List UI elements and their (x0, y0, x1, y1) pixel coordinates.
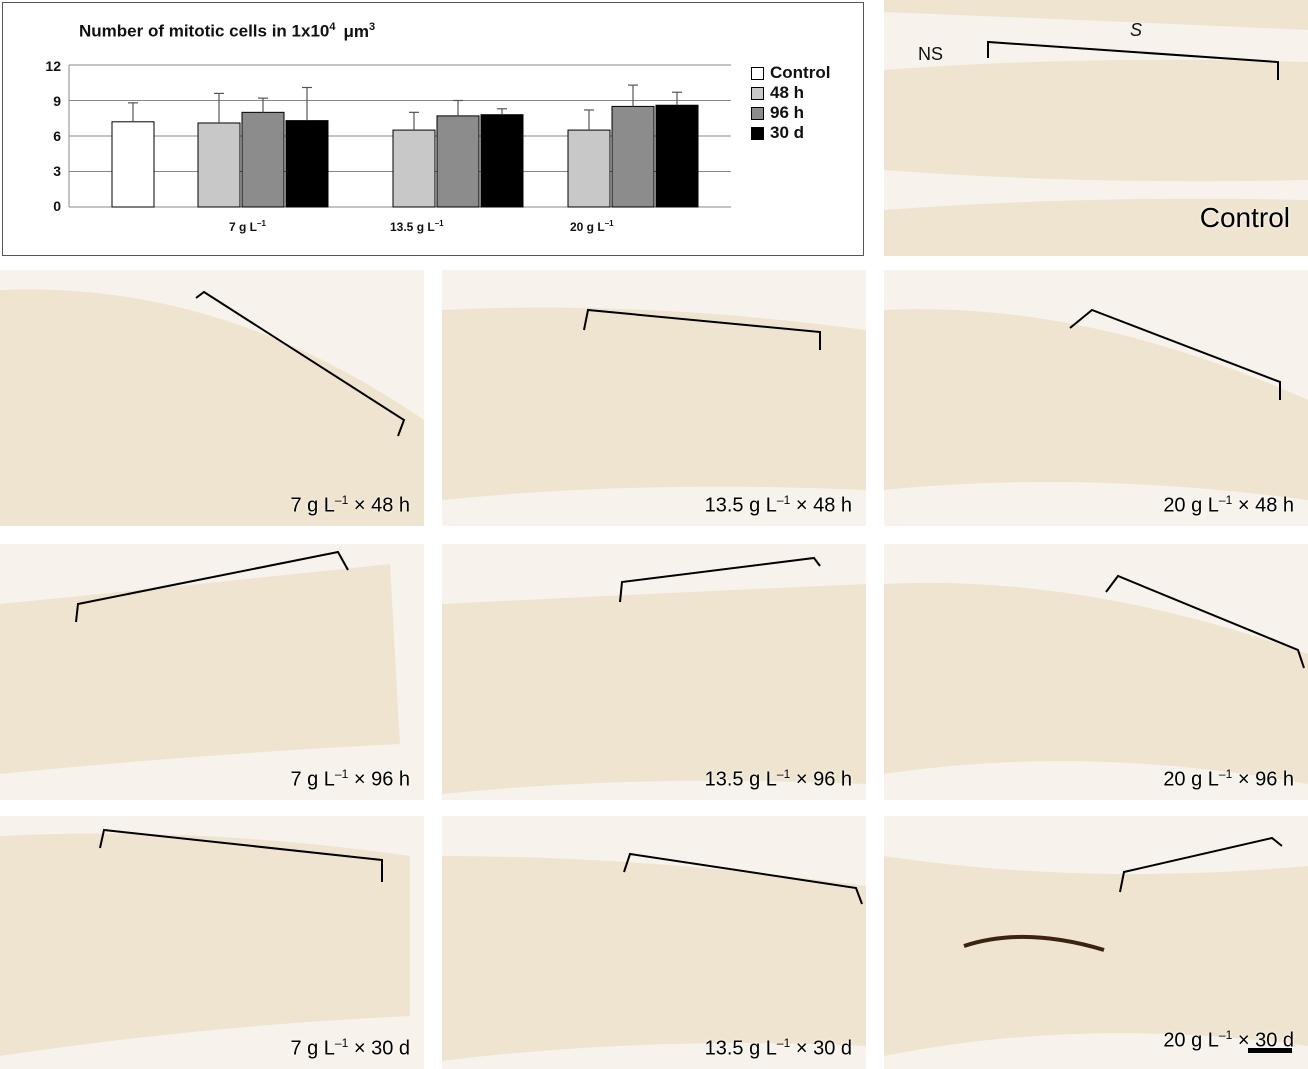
legend-item-96h: 96 h (751, 103, 830, 123)
micrograph-20-30d: 20 g L–1 × 30 d (884, 816, 1308, 1069)
legend-swatch (751, 86, 764, 100)
panel-label: 20 g L–1 × 48 h (1163, 493, 1294, 517)
y-tick-0: 0 (53, 198, 61, 214)
legend-swatch (751, 66, 764, 80)
legend-swatch (751, 126, 764, 140)
panel-label: 7 g L–1 × 30 d (290, 1036, 410, 1060)
x-category-7: 7 g L–1 (229, 219, 266, 234)
bar-96h-group-1 (436, 115, 480, 208)
micrograph-7-96h: 7 g L–1 × 96 h (0, 544, 424, 800)
micrograph-7-30d: 7 g L–1 × 30 d (0, 816, 424, 1069)
bar-chart: Number of mitotic cells in 1x104 μm3 12 9… (2, 2, 864, 256)
tissue-image (884, 0, 1308, 256)
legend-item-30d: 30 d (751, 123, 830, 143)
bar-96h-group-0 (241, 111, 285, 208)
panel-label: 13.5 g L–1 × 30 d (704, 1036, 852, 1060)
chart-legend: Control 48 h 96 h 30 d (751, 63, 830, 143)
legend-label: 96 h (770, 103, 805, 122)
micrograph-13-5-30d: 13.5 g L–1 × 30 d (442, 816, 866, 1069)
panel-label: 20 g L–1 × 96 h (1163, 767, 1294, 791)
chart-title: Number of mitotic cells in 1x104 μm3 (79, 21, 376, 41)
panel-label: 7 g L–1 × 48 h (290, 493, 410, 517)
bar-96h-group-2 (611, 105, 655, 208)
s-label: S (1130, 20, 1143, 40)
control-label: Control (1199, 202, 1290, 233)
bar-48h-group-1 (392, 129, 436, 208)
bar-30d-group-2 (655, 104, 699, 208)
legend-label: Control (770, 63, 831, 82)
scale-bar (1248, 1048, 1292, 1053)
micrograph-20-96h: 20 g L–1 × 96 h (884, 544, 1308, 800)
panel-label: 7 g L–1 × 96 h (290, 767, 410, 791)
micrograph-13-5-48h: 13.5 g L–1 × 48 h (442, 270, 866, 526)
legend-label: 48 h (770, 83, 805, 102)
x-category-13-5: 13.5 g L–1 (390, 219, 444, 234)
micrograph-20-48h: 20 g L–1 × 48 h (884, 270, 1308, 526)
y-tick-9: 9 (53, 93, 61, 109)
panel-label: 13.5 g L–1 × 96 h (704, 767, 852, 791)
panel-label: 13.5 g L–1 × 48 h (704, 493, 852, 517)
micrograph-13-5-96h: 13.5 g L–1 × 96 h (442, 544, 866, 800)
legend-item-control: Control (751, 63, 830, 83)
y-tick-12: 12 (45, 58, 61, 74)
micrograph-7-48h: 7 g L–1 × 48 h (0, 270, 424, 526)
chart-plot-area (68, 64, 731, 208)
legend-label: 30 d (770, 123, 805, 142)
bar-48h-group-0 (197, 122, 241, 208)
ns-label: NS (918, 44, 944, 64)
bar-control (111, 121, 155, 208)
y-tick-6: 6 (53, 128, 61, 144)
bar-30d-group-0 (285, 120, 329, 208)
micrograph-control: NS S Control (884, 0, 1308, 256)
legend-swatch (751, 106, 764, 120)
panel-label: 20 g L–1 × 30 d (1163, 1028, 1294, 1052)
legend-item-48h: 48 h (751, 83, 830, 103)
y-tick-3: 3 (53, 163, 61, 179)
bar-48h-group-2 (567, 129, 611, 208)
bar-30d-group-1 (480, 114, 524, 208)
x-category-20: 20 g L–1 (570, 219, 614, 234)
